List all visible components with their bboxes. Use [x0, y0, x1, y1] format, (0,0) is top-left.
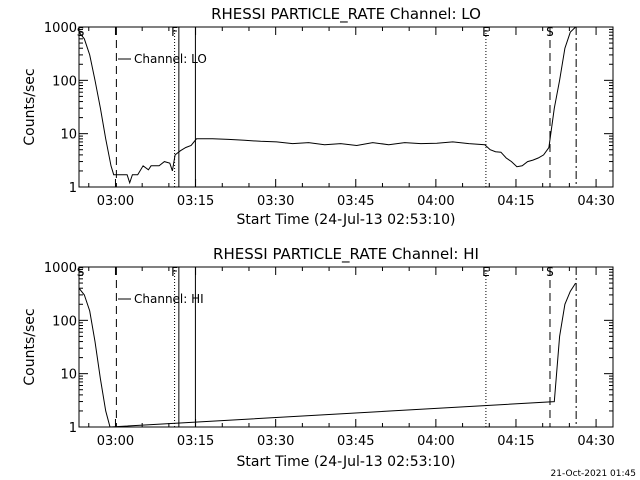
panel1-marker-label: F: [171, 25, 178, 39]
panel2-x-tick-label: 04:00: [417, 434, 454, 449]
panel2-x-tick-label: 03:15: [177, 434, 214, 449]
panel1-x-tick-label: 04:30: [577, 194, 614, 209]
panel2-y-tick-label: 100: [52, 314, 77, 329]
timestamp-label: 21-Oct-2021 01:45: [551, 469, 636, 479]
panel2-x-tick-label: 04:30: [577, 434, 614, 449]
panel2-y-tick-label: 1000: [44, 261, 77, 276]
panel2-marker-label: S: [77, 265, 85, 279]
panel2-x-tick-label: 03:00: [97, 434, 134, 449]
panel1-y-tick-label: 100: [52, 74, 77, 89]
panel2-x-axis-label: Start Time (24-Jul-13 02:53:10): [236, 454, 455, 470]
panel1-marker-label: S: [546, 25, 554, 39]
panel1-y-tick-label: 1: [69, 181, 77, 196]
panel1-legend-label: Channel: LO: [134, 52, 207, 66]
panel2-x-tick-label: 03:30: [257, 434, 294, 449]
panel1-y-tick-label: 1000: [44, 21, 77, 36]
panel1-x-tick-label: 03:00: [97, 194, 134, 209]
panel2-marker-label: F: [171, 265, 178, 279]
panel1-series-line: [79, 27, 576, 185]
panel2-legend-label: Channel: HI: [134, 292, 204, 306]
panel1-x-tick-label: 03:30: [257, 194, 294, 209]
panel2-marker-label: S: [546, 265, 554, 279]
panel1-y-tick-label: 10: [60, 128, 77, 143]
panel2-plot-frame: [78, 266, 614, 428]
panel2-y-axis-label: Counts/sec: [22, 308, 38, 385]
panel1-marker-label: E: [482, 25, 490, 39]
panel1-x-tick-label: 04:15: [497, 194, 534, 209]
panel2-title: RHESSI PARTICLE_RATE Channel: HI: [213, 245, 479, 264]
panel2-x-tick-label: 03:45: [337, 434, 374, 449]
panel1-x-axis-label: Start Time (24-Jul-13 02:53:10): [236, 212, 455, 228]
panel2-y-tick-label: 10: [60, 368, 77, 383]
panel1-title: RHESSI PARTICLE_RATE Channel: LO: [211, 5, 481, 24]
panel1-plot-frame: [78, 26, 614, 188]
panel2-x-tick-label: 04:15: [497, 434, 534, 449]
panel1-x-tick-label: 04:00: [417, 194, 454, 209]
panel1-marker-label: S: [77, 25, 85, 39]
panel1-x-tick-label: 03:15: [177, 194, 214, 209]
panel2-y-tick-label: 1: [69, 421, 77, 436]
panel2-series-line: [79, 282, 577, 427]
panel1-x-tick-label: 03:45: [337, 194, 374, 209]
panel1-y-axis-label: Counts/sec: [22, 68, 38, 145]
panel2-marker-label: E: [482, 265, 490, 279]
